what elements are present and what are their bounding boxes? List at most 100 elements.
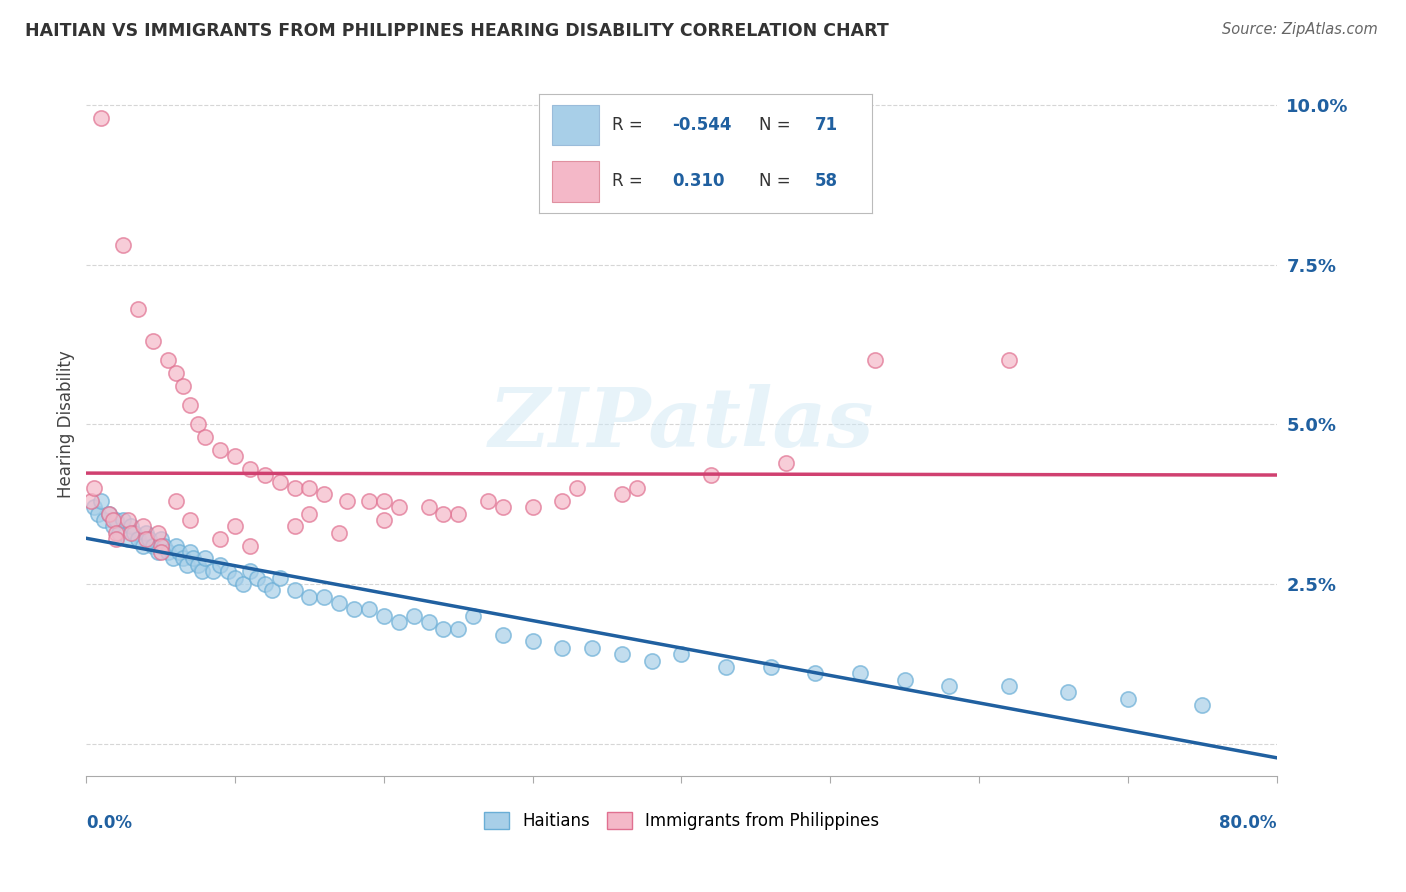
Point bbox=[328, 525, 350, 540]
Point bbox=[120, 519, 142, 533]
Point bbox=[120, 525, 142, 540]
Point bbox=[224, 570, 246, 584]
Point bbox=[522, 500, 544, 515]
Point bbox=[179, 398, 201, 412]
Point bbox=[132, 519, 155, 533]
Point bbox=[298, 481, 321, 495]
Point bbox=[162, 551, 184, 566]
Point bbox=[90, 494, 112, 508]
Point bbox=[849, 666, 872, 681]
Point bbox=[938, 679, 960, 693]
Point bbox=[179, 513, 201, 527]
Point bbox=[122, 525, 145, 540]
Point bbox=[191, 564, 214, 578]
Point bbox=[447, 507, 470, 521]
Point bbox=[239, 462, 262, 476]
Point bbox=[176, 558, 198, 572]
Point bbox=[157, 545, 180, 559]
Point bbox=[373, 494, 395, 508]
Point bbox=[336, 494, 359, 508]
Point bbox=[610, 487, 633, 501]
Point bbox=[165, 366, 187, 380]
Point bbox=[152, 539, 174, 553]
Point bbox=[253, 577, 276, 591]
Point bbox=[418, 500, 440, 515]
Point bbox=[97, 507, 120, 521]
Point bbox=[551, 640, 574, 655]
Point bbox=[135, 532, 157, 546]
Point bbox=[83, 481, 105, 495]
Point bbox=[492, 628, 515, 642]
Point bbox=[714, 660, 737, 674]
Point bbox=[284, 481, 307, 495]
Point bbox=[1191, 698, 1213, 713]
Point bbox=[492, 500, 515, 515]
Point bbox=[117, 513, 139, 527]
Point bbox=[804, 666, 827, 681]
Point bbox=[1116, 691, 1139, 706]
Point bbox=[112, 238, 135, 252]
Point bbox=[101, 513, 124, 527]
Point bbox=[83, 500, 105, 515]
Point bbox=[224, 519, 246, 533]
Point bbox=[146, 525, 169, 540]
Point bbox=[641, 654, 664, 668]
Point bbox=[298, 507, 321, 521]
Point bbox=[132, 539, 155, 553]
Point bbox=[418, 615, 440, 630]
Point bbox=[477, 494, 499, 508]
Y-axis label: Hearing Disability: Hearing Disability bbox=[58, 351, 75, 498]
Point bbox=[373, 513, 395, 527]
Point bbox=[149, 532, 172, 546]
Point bbox=[127, 532, 149, 546]
Point bbox=[388, 500, 411, 515]
Point bbox=[105, 513, 128, 527]
Point bbox=[262, 583, 284, 598]
Point bbox=[209, 442, 232, 457]
Point bbox=[246, 570, 269, 584]
Point bbox=[224, 449, 246, 463]
Point bbox=[581, 640, 603, 655]
Point bbox=[357, 494, 380, 508]
Point bbox=[357, 602, 380, 616]
Point bbox=[284, 519, 307, 533]
Point bbox=[1057, 685, 1080, 699]
Point bbox=[253, 468, 276, 483]
Point bbox=[217, 564, 239, 578]
Point bbox=[269, 475, 291, 489]
Point bbox=[187, 558, 209, 572]
Point bbox=[142, 334, 165, 349]
Point bbox=[239, 564, 262, 578]
Point bbox=[108, 525, 131, 540]
Point bbox=[447, 622, 470, 636]
Point bbox=[463, 608, 485, 623]
Point bbox=[388, 615, 411, 630]
Point bbox=[146, 545, 169, 559]
Point bbox=[893, 673, 915, 687]
Text: Source: ZipAtlas.com: Source: ZipAtlas.com bbox=[1222, 22, 1378, 37]
Point bbox=[775, 456, 797, 470]
Legend: Haitians, Immigrants from Philippines: Haitians, Immigrants from Philippines bbox=[484, 813, 879, 830]
Point bbox=[610, 647, 633, 661]
Point bbox=[551, 494, 574, 508]
Point bbox=[138, 532, 160, 546]
Point bbox=[239, 539, 262, 553]
Point bbox=[997, 353, 1019, 368]
Text: HAITIAN VS IMMIGRANTS FROM PHILIPPINES HEARING DISABILITY CORRELATION CHART: HAITIAN VS IMMIGRANTS FROM PHILIPPINES H… bbox=[25, 22, 889, 40]
Point bbox=[90, 111, 112, 125]
Point bbox=[432, 507, 454, 521]
Point bbox=[172, 551, 194, 566]
Point bbox=[284, 583, 307, 598]
Point bbox=[97, 507, 120, 521]
Point bbox=[101, 519, 124, 533]
Point bbox=[157, 353, 180, 368]
Point bbox=[117, 532, 139, 546]
Point bbox=[135, 525, 157, 540]
Point bbox=[373, 608, 395, 623]
Point bbox=[167, 545, 190, 559]
Point bbox=[343, 602, 366, 616]
Point bbox=[567, 481, 589, 495]
Point bbox=[172, 379, 194, 393]
Point bbox=[165, 539, 187, 553]
Point bbox=[80, 494, 103, 508]
